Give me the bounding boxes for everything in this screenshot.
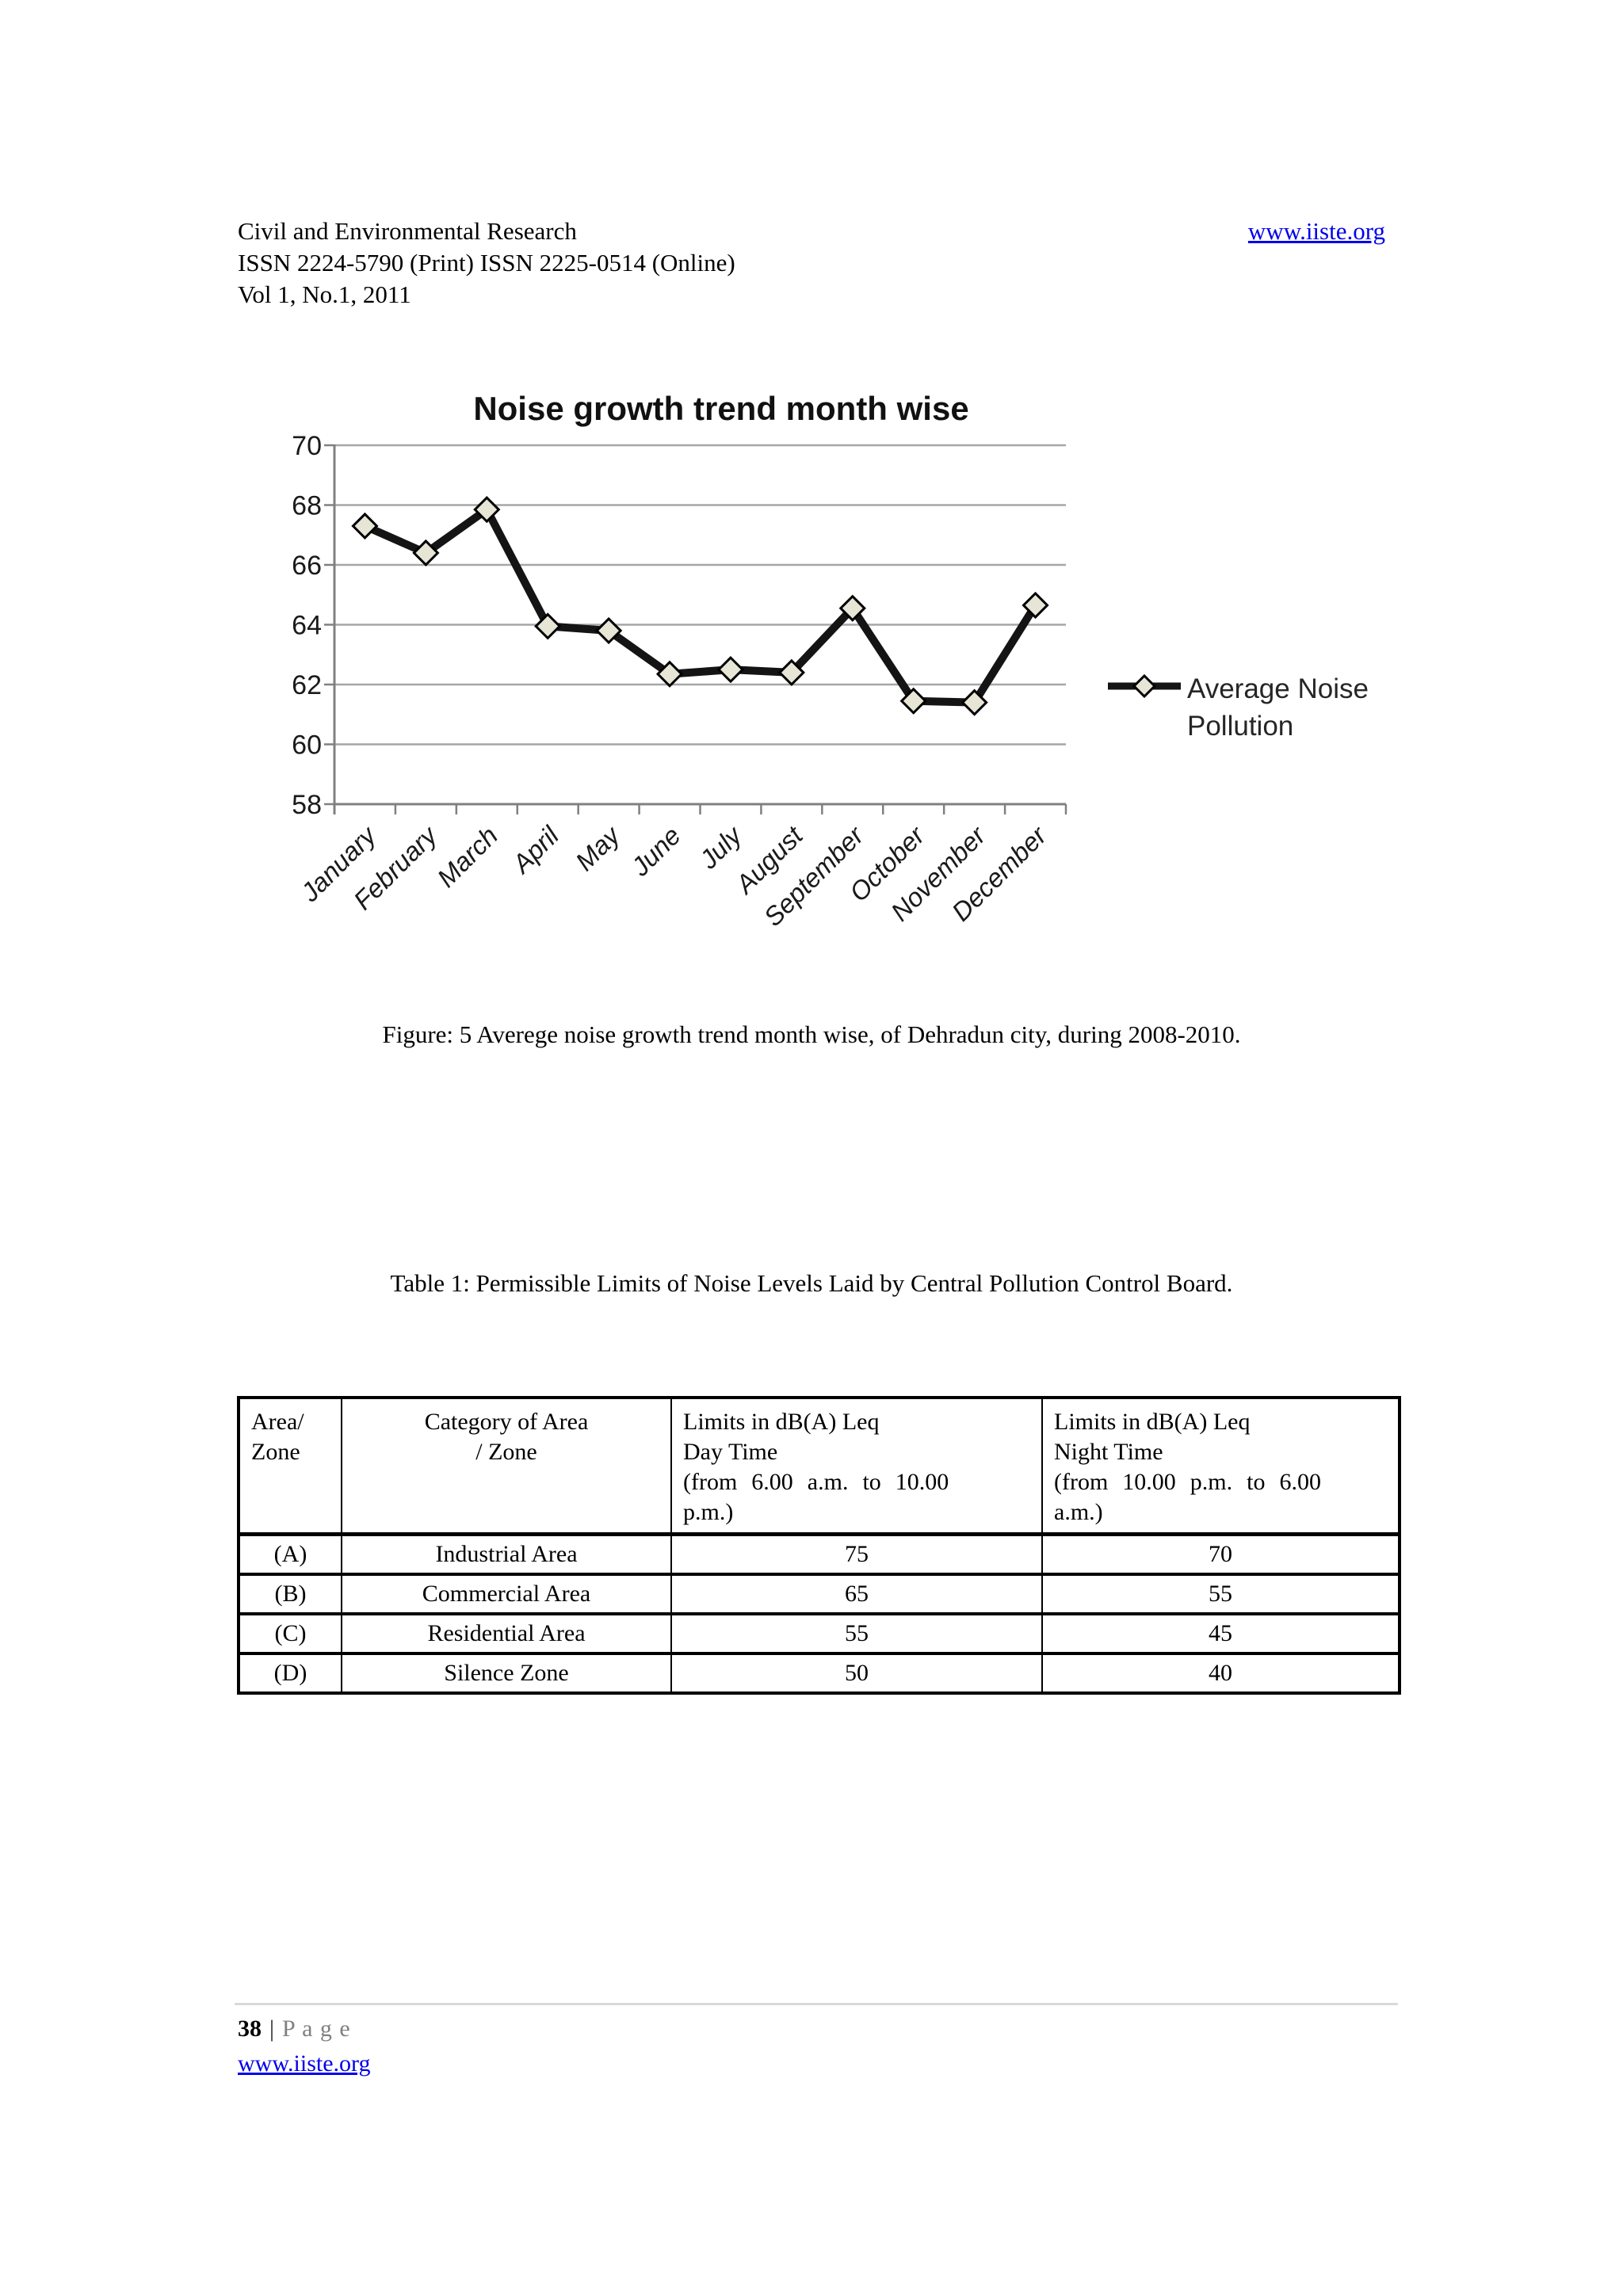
legend-label-line1: Average Noise	[1187, 673, 1369, 704]
journal-info: Civil and Environmental Research ISSN 22…	[238, 215, 1385, 311]
noise-limits-table: Area/Zone Category of Area / Zone Limits in…	[237, 1396, 1401, 1695]
y-axis-label: 66	[293, 551, 322, 581]
journal-volume: Vol 1, No.1, 2011	[238, 280, 411, 308]
journal-title: Civil and Environmental Research	[238, 217, 577, 245]
table-row: (A) Industrial Area 75 70	[238, 1533, 1400, 1576]
footer-divider	[235, 2003, 1398, 2005]
table-cell: 50	[670, 1653, 1043, 1695]
table-header-line: a.m.)	[1054, 1499, 1103, 1525]
table-header-line: Zone	[251, 1439, 300, 1465]
x-axis-month-label: March	[431, 821, 503, 893]
data-point-marker	[351, 512, 379, 540]
table-cell: 55	[1041, 1573, 1400, 1615]
footer-page-label: 38 | P a g e	[238, 2016, 351, 2042]
table-cell: 70	[1041, 1533, 1400, 1576]
data-point-marker	[412, 539, 440, 567]
y-axis-label: 68	[293, 491, 322, 521]
table-header-cell: Limits in dB(A) Leq Day Time (from 6.00 a.…	[670, 1397, 1043, 1536]
figure-caption: Figure: 5 Averege noise growth trend mon…	[382, 1020, 1241, 1048]
header-website-link[interactable]: www.iiste.org	[1247, 217, 1385, 245]
table-header-line: p.m.)	[683, 1499, 734, 1525]
y-axis-label: 58	[293, 790, 322, 820]
journal-issn: ISSN 2224-5790 (Print) ISSN 2225-0514 (O…	[238, 249, 735, 277]
legend-line-marker-icon	[1108, 673, 1181, 699]
table-cell: (C)	[238, 1613, 342, 1655]
table-cell: 55	[670, 1613, 1043, 1655]
table-header-cell: Area/Zone	[238, 1397, 342, 1536]
legend-label: Average Noise Pollution	[1187, 670, 1369, 745]
footer-separator: |	[269, 2016, 275, 2042]
table-header-line: / Zone	[475, 1439, 537, 1465]
table-header-cell: Category of Area / Zone	[341, 1397, 672, 1536]
table-header-line: Limits in dB(A) Leq	[1054, 1409, 1251, 1435]
legend-label-line2: Pollution	[1187, 711, 1294, 742]
page-header: Civil and Environmental Research ISSN 22…	[238, 215, 1385, 311]
data-point-marker	[1022, 591, 1049, 620]
table-cell: 40	[1041, 1653, 1400, 1695]
table-body: (A) Industrial Area 75 70 (B) Commercial Area…	[238, 1533, 1400, 1695]
table-cell: (B)	[238, 1573, 342, 1615]
table-row: (B) Commercial Area 65 55	[238, 1573, 1400, 1615]
chart-title: Noise growth trend month wise	[473, 390, 969, 427]
data-point-marker	[534, 612, 562, 640]
table-cell: Residential Area	[341, 1613, 672, 1655]
table-row: (D) Silence Zone 50 40	[238, 1653, 1400, 1695]
chart-line	[361, 505, 1040, 707]
data-point-marker	[716, 656, 745, 684]
footer-page-number: 38	[238, 2016, 262, 2042]
footer-page-word: P a g e	[282, 2016, 351, 2042]
y-axis-label: 60	[293, 730, 322, 761]
data-point-marker	[960, 688, 988, 716]
data-point-marker	[838, 594, 866, 622]
x-axis-month-label: July	[693, 819, 749, 875]
table-header-line: (from 6.00 a.m. to 10.00	[683, 1469, 949, 1495]
table-header-line: (from 10.00 p.m. to 6.00	[1054, 1469, 1321, 1495]
table-header-line: Limits in dB(A) Leq	[683, 1409, 880, 1435]
table-header-row: Area/Zone Category of Area / Zone Limits in…	[238, 1397, 1400, 1536]
table-cell: (A)	[238, 1533, 342, 1576]
table-header-line: Day Time	[683, 1439, 778, 1465]
y-axis-label: 64	[293, 611, 322, 641]
table-cell: 45	[1041, 1613, 1400, 1655]
data-point-marker	[777, 658, 805, 687]
data-point-marker	[595, 616, 623, 645]
data-point-marker	[899, 687, 927, 715]
table-head: Area/Zone Category of Area / Zone Limits in…	[238, 1397, 1400, 1536]
y-axis-label: 70	[293, 431, 322, 461]
table-cell: (D)	[238, 1653, 342, 1695]
y-axis-label: 62	[293, 670, 322, 700]
x-axis-month-label: April	[506, 820, 565, 879]
data-point-marker	[473, 496, 501, 524]
x-axis-month-label: June	[625, 821, 686, 882]
table-cell: 75	[670, 1533, 1043, 1576]
table-title: Table 1: Permissible Limits of Noise Lev…	[390, 1269, 1233, 1297]
table-header-line: Night Time	[1054, 1439, 1163, 1465]
table-header-line: Area/	[251, 1409, 304, 1435]
table-header-line: Category of Area	[424, 1409, 589, 1435]
table-cell: 65	[670, 1573, 1043, 1615]
footer-website-link[interactable]: www.iiste.org	[238, 2050, 371, 2077]
chart-legend: Average Noise Pollution	[1106, 670, 1369, 745]
table-cell: Industrial Area	[341, 1533, 672, 1576]
table-row: (C) Residential Area 55 45	[238, 1613, 1400, 1655]
table-header-cell: Limits in dB(A) Leq Night Time (from 10.00…	[1041, 1397, 1400, 1536]
x-axis-month-label: May	[570, 819, 627, 876]
data-point-marker	[655, 660, 684, 688]
table-cell: Commercial Area	[341, 1573, 672, 1615]
table-cell: Silence Zone	[341, 1653, 672, 1695]
